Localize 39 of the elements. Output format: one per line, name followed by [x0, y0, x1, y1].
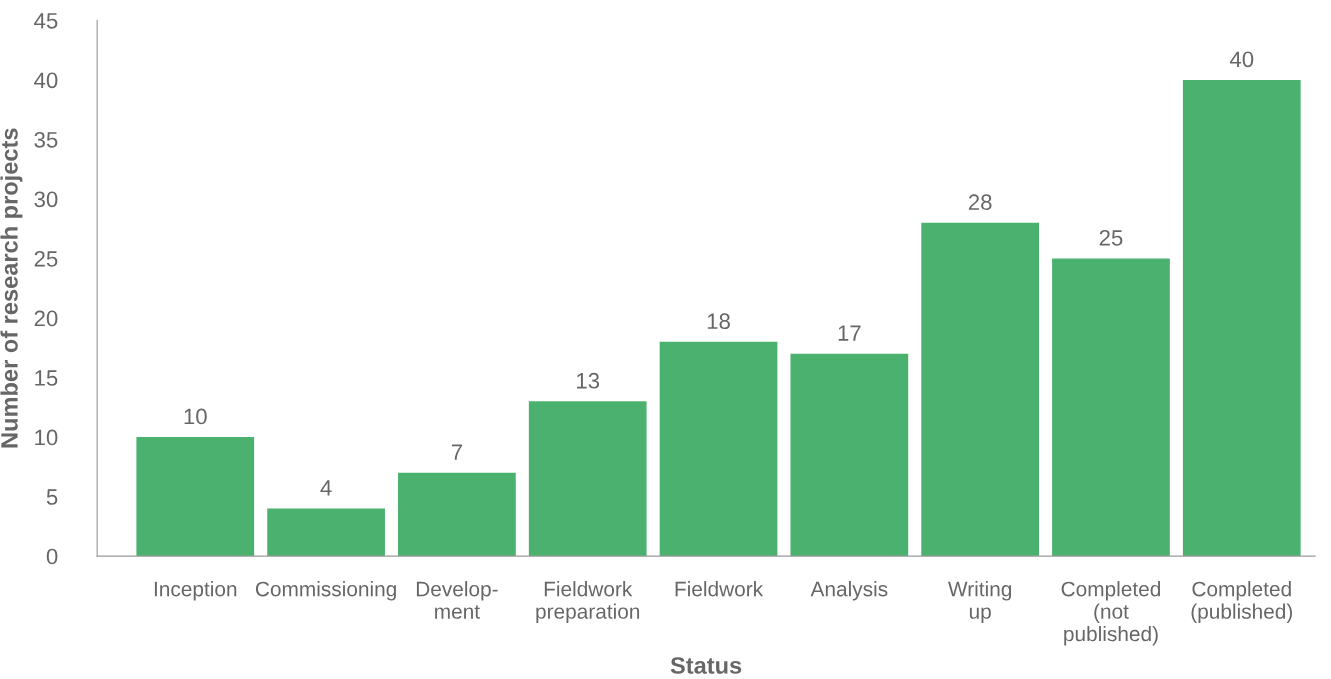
- x-tick-label: Writing up: [948, 581, 1012, 623]
- data-label: 28: [968, 194, 992, 211]
- y-tick-label: 25: [34, 251, 58, 267]
- data-label: 25: [1099, 230, 1123, 246]
- x-tick-label: Inception: [154, 581, 237, 601]
- y-tick-label: 35: [34, 131, 58, 148]
- data-label: 7: [451, 444, 462, 460]
- x-tick-label: Develop- ment: [416, 581, 498, 619]
- x-axis-title: Status: [670, 657, 742, 674]
- data-label: 4: [320, 480, 332, 496]
- bar: [136, 437, 255, 557]
- y-tick-label: 40: [34, 72, 58, 89]
- y-tick-label: 30: [34, 191, 58, 208]
- bar: [659, 341, 778, 557]
- x-tick-label: Analysis: [810, 581, 888, 601]
- bar: [398, 472, 516, 557]
- x-tick-label: Completed (not published): [1061, 581, 1160, 646]
- x-tick-label: Commissioning: [255, 581, 396, 601]
- y-tick-label: 45: [34, 13, 58, 29]
- data-label: 10: [184, 408, 207, 425]
- data-label: 18: [707, 313, 730, 330]
- y-tick-label: 15: [35, 370, 58, 386]
- bar: [1052, 258, 1170, 557]
- bar: [921, 222, 1040, 557]
- x-tick-label: Completed (published): [1191, 581, 1293, 623]
- y-tick-label: 5: [46, 489, 58, 505]
- bar: [790, 353, 909, 557]
- x-tick-label: Fieldwork preparation: [536, 581, 640, 623]
- data-label: 13: [577, 372, 600, 389]
- y-tick-label: 20: [34, 310, 58, 327]
- bar: [267, 508, 385, 557]
- bar: [528, 401, 647, 557]
- data-label: 40: [1229, 51, 1254, 68]
- y-tick-label: 0: [46, 548, 58, 565]
- x-tick-label: Fieldwork: [675, 581, 764, 597]
- y-tick-label: 10: [35, 429, 58, 446]
- bar: [1182, 79, 1301, 557]
- data-label: 17: [838, 325, 861, 341]
- y-axis-title: Number of research projects: [0, 128, 23, 448]
